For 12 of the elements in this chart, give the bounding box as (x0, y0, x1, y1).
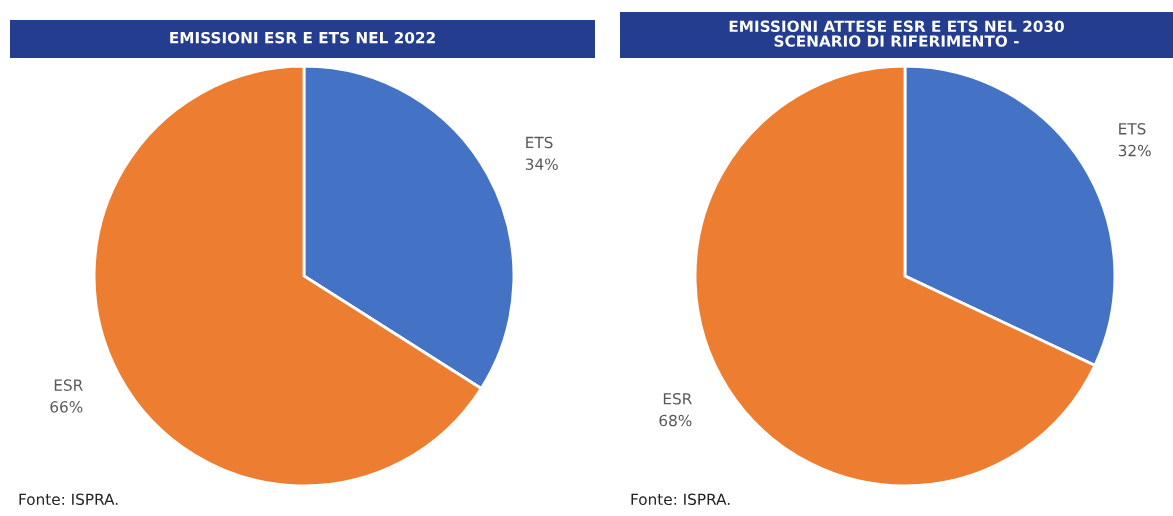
chart-title: EMISSIONI ESR E ETS NEL 2022 (170, 31, 435, 44)
slice-label: ETS (1119, 123, 1146, 135)
data-label: 68% (659, 414, 692, 427)
chart-title: EMISSIONI ATTESE ESR E ETS NEL 2030 SCENARIO DI RIFERIMENTO - (729, 20, 1064, 47)
slice-label: ETS (526, 136, 553, 149)
slice-label: ESR (663, 392, 692, 405)
data-label: 66% (50, 401, 83, 413)
source-note: Fonte: ISPRA. (631, 493, 730, 506)
data-label: 32% (1118, 144, 1151, 157)
slice-label: ESR (54, 379, 83, 391)
source-note: Fonte: ISPRA. (19, 493, 118, 506)
data-label: 34% (525, 158, 558, 170)
